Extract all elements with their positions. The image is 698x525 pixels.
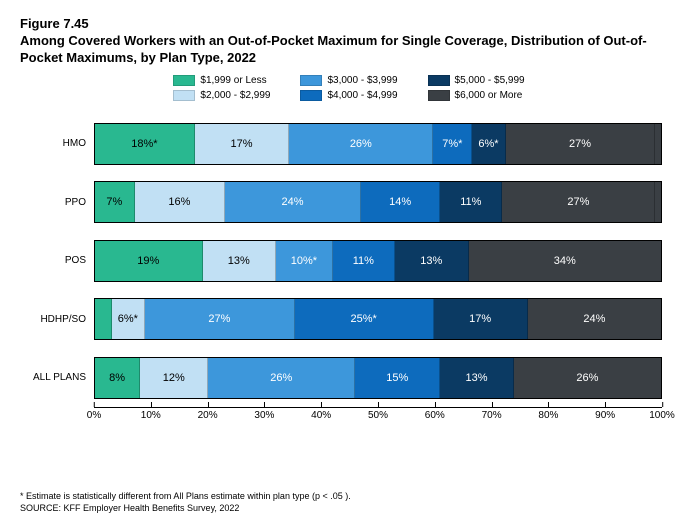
category-label: HDHP/SO — [20, 314, 86, 325]
bar-segment: 17% — [195, 124, 289, 164]
category-label: HMO — [20, 138, 86, 149]
legend-label: $6,000 or More — [455, 90, 523, 101]
axis-tick: 50% — [368, 404, 388, 415]
bar-segment: 24% — [528, 299, 661, 339]
bar-segment: 6%* — [112, 299, 145, 339]
bar-segment: 17% — [434, 299, 528, 339]
bar-segment — [95, 299, 112, 339]
category-label: ALL PLANS — [20, 372, 86, 383]
axis-tick: 100% — [649, 404, 675, 415]
bar-segment: 16% — [135, 182, 226, 222]
bar-segment: 19% — [95, 241, 203, 281]
chart-rows: HMO18%*17%26%7%*6%*27% PPO7%16%24%14%11%2… — [94, 115, 662, 407]
footnote-text: * Estimate is statistically different fr… — [20, 490, 351, 503]
bar-segment: 6%* — [472, 124, 505, 164]
bar-segment: 7%* — [433, 124, 472, 164]
category-label: PPO — [20, 197, 86, 208]
legend-item: $2,000 - $2,999 — [173, 90, 270, 101]
bar-segment: 12% — [140, 358, 208, 398]
bar-segment: 14% — [361, 182, 440, 222]
axis-tick: 0% — [87, 404, 101, 415]
stacked-bar: 7%16%24%14%11%27% — [94, 181, 662, 223]
bar-segment: 7% — [95, 182, 135, 222]
legend: $1,999 or Less $2,000 - $2,999 $3,000 - $3… — [20, 75, 678, 101]
bar-segment: 27% — [145, 299, 295, 339]
legend-label: $2,000 - $2,999 — [200, 90, 270, 101]
axis-tick: 80% — [538, 404, 558, 415]
bar-segment: 11% — [440, 182, 502, 222]
legend-label: $1,999 or Less — [200, 75, 266, 86]
axis-tick: 20% — [198, 404, 218, 415]
bar-segment: 18%* — [95, 124, 195, 164]
legend-swatch — [173, 90, 195, 101]
axis-tick: 10% — [141, 404, 161, 415]
stacked-bar: 8%12%26%15%13%26% — [94, 357, 662, 399]
bar-segment: 8% — [95, 358, 140, 398]
bar-row: HDHP/SO6%*27%25%*17%24% — [94, 298, 662, 340]
bar-segment-pad — [655, 182, 661, 222]
legend-label: $4,000 - $4,999 — [327, 90, 397, 101]
bar-segment: 27% — [506, 124, 656, 164]
bar-segment: 13% — [395, 241, 469, 281]
bar-segment: 13% — [203, 241, 277, 281]
axis-tick: 90% — [595, 404, 615, 415]
axis-tick: 40% — [311, 404, 331, 415]
legend-label: $5,000 - $5,999 — [455, 75, 525, 86]
bar-segment: 34% — [469, 241, 661, 281]
stacked-bar: 6%*27%25%*17%24% — [94, 298, 662, 340]
legend-item: $1,999 or Less — [173, 75, 270, 86]
bar-segment: 15% — [355, 358, 440, 398]
legend-swatch — [173, 75, 195, 86]
bar-segment: 11% — [333, 241, 395, 281]
footnotes: * Estimate is statistically different fr… — [20, 490, 351, 515]
legend-swatch — [428, 75, 450, 86]
bar-segment-pad — [655, 124, 661, 164]
legend-item: $6,000 or More — [428, 90, 525, 101]
axis-tick: 70% — [482, 404, 502, 415]
chart-plot: HMO18%*17%26%7%*6%*27% PPO7%16%24%14%11%2… — [94, 115, 662, 427]
legend-item: $4,000 - $4,999 — [300, 90, 397, 101]
axis-tick: 30% — [254, 404, 274, 415]
axis-tick: 60% — [425, 404, 445, 415]
legend-swatch — [300, 75, 322, 86]
bar-row: PPO7%16%24%14%11%27% — [94, 181, 662, 223]
source-text: SOURCE: KFF Employer Health Benefits Sur… — [20, 502, 351, 515]
bar-row: HMO18%*17%26%7%*6%*27% — [94, 123, 662, 165]
legend-item: $3,000 - $3,999 — [300, 75, 397, 86]
bar-segment: 24% — [225, 182, 361, 222]
legend-label: $3,000 - $3,999 — [327, 75, 397, 86]
x-axis: 0%10%20%30%40%50%60%70%80%90%100% — [94, 407, 662, 427]
stacked-bar: 19%13%10%*11%13%34% — [94, 240, 662, 282]
bar-segment: 27% — [502, 182, 655, 222]
bar-segment: 26% — [289, 124, 433, 164]
bar-segment: 26% — [514, 358, 661, 398]
bar-segment: 25%* — [295, 299, 434, 339]
bar-segment: 10%* — [276, 241, 333, 281]
figure-label: Figure 7.45 — [20, 16, 678, 31]
legend-item: $5,000 - $5,999 — [428, 75, 525, 86]
bar-row: POS19%13%10%*11%13%34% — [94, 240, 662, 282]
legend-swatch — [300, 90, 322, 101]
bar-row: ALL PLANS8%12%26%15%13%26% — [94, 357, 662, 399]
legend-swatch — [428, 90, 450, 101]
bar-segment: 13% — [440, 358, 514, 398]
bar-segment: 26% — [208, 358, 355, 398]
category-label: POS — [20, 255, 86, 266]
chart-title: Among Covered Workers with an Out-of-Poc… — [20, 33, 660, 67]
stacked-bar: 18%*17%26%7%*6%*27% — [94, 123, 662, 165]
